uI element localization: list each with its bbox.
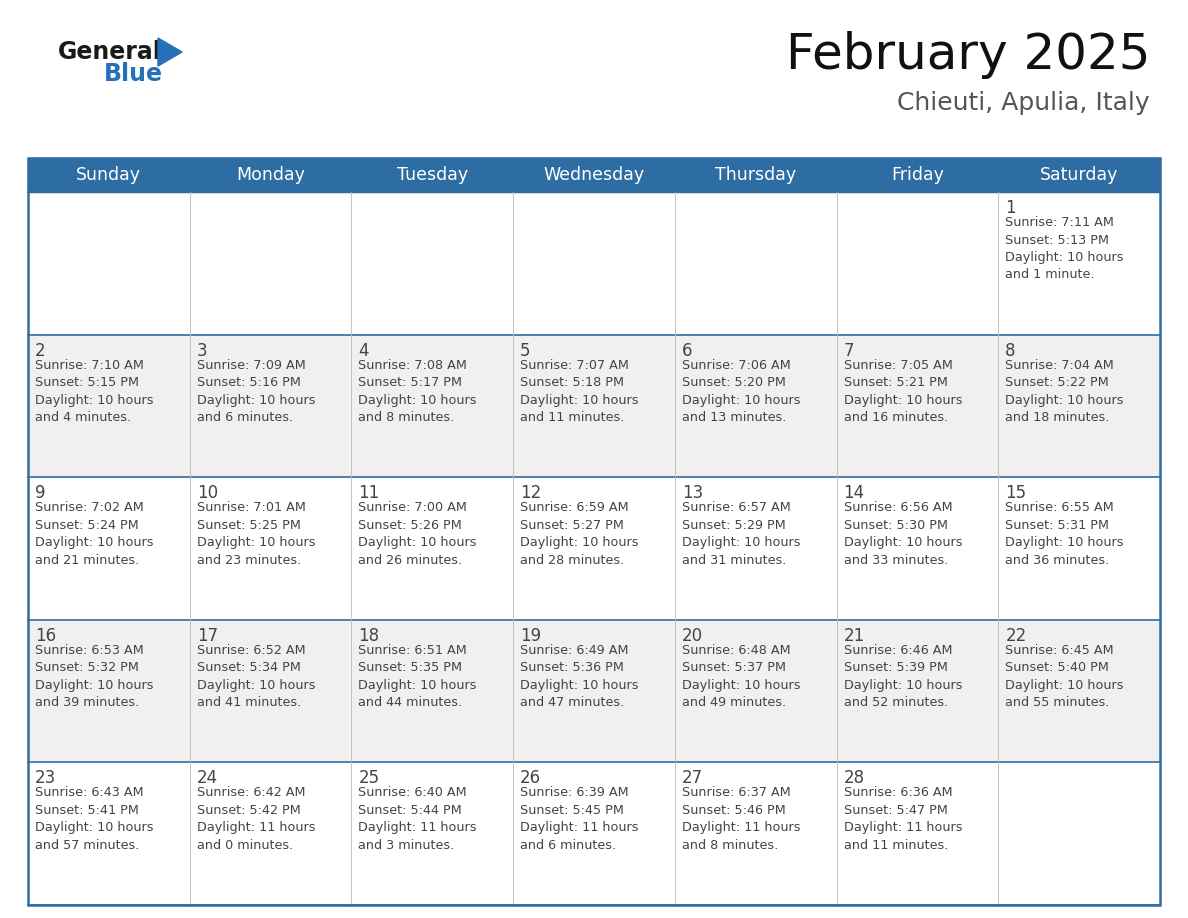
Text: 28: 28 xyxy=(843,769,865,788)
Text: Sunrise: 7:08 AM
Sunset: 5:17 PM
Daylight: 10 hours
and 8 minutes.: Sunrise: 7:08 AM Sunset: 5:17 PM Dayligh… xyxy=(359,359,476,424)
Text: Sunrise: 7:02 AM
Sunset: 5:24 PM
Daylight: 10 hours
and 21 minutes.: Sunrise: 7:02 AM Sunset: 5:24 PM Dayligh… xyxy=(34,501,153,566)
Text: Sunrise: 6:37 AM
Sunset: 5:46 PM
Daylight: 11 hours
and 8 minutes.: Sunrise: 6:37 AM Sunset: 5:46 PM Dayligh… xyxy=(682,787,801,852)
Text: Sunrise: 7:06 AM
Sunset: 5:20 PM
Daylight: 10 hours
and 13 minutes.: Sunrise: 7:06 AM Sunset: 5:20 PM Dayligh… xyxy=(682,359,801,424)
Text: 5: 5 xyxy=(520,341,531,360)
Text: 9: 9 xyxy=(34,484,45,502)
Text: Sunrise: 7:10 AM
Sunset: 5:15 PM
Daylight: 10 hours
and 4 minutes.: Sunrise: 7:10 AM Sunset: 5:15 PM Dayligh… xyxy=(34,359,153,424)
Text: 23: 23 xyxy=(34,769,56,788)
Text: 27: 27 xyxy=(682,769,703,788)
Text: 25: 25 xyxy=(359,769,379,788)
Text: Sunrise: 7:01 AM
Sunset: 5:25 PM
Daylight: 10 hours
and 23 minutes.: Sunrise: 7:01 AM Sunset: 5:25 PM Dayligh… xyxy=(197,501,315,566)
Text: 11: 11 xyxy=(359,484,380,502)
Bar xyxy=(29,620,1159,763)
Text: Sunday: Sunday xyxy=(76,166,141,184)
Text: Sunrise: 7:00 AM
Sunset: 5:26 PM
Daylight: 10 hours
and 26 minutes.: Sunrise: 7:00 AM Sunset: 5:26 PM Dayligh… xyxy=(359,501,476,566)
Text: 3: 3 xyxy=(197,341,208,360)
Text: 6: 6 xyxy=(682,341,693,360)
Text: Sunrise: 6:53 AM
Sunset: 5:32 PM
Daylight: 10 hours
and 39 minutes.: Sunrise: 6:53 AM Sunset: 5:32 PM Dayligh… xyxy=(34,644,153,710)
Text: Sunrise: 7:05 AM
Sunset: 5:21 PM
Daylight: 10 hours
and 16 minutes.: Sunrise: 7:05 AM Sunset: 5:21 PM Dayligh… xyxy=(843,359,962,424)
Bar xyxy=(29,158,1159,905)
Text: Wednesday: Wednesday xyxy=(543,166,645,184)
Bar xyxy=(29,763,1159,905)
Text: 4: 4 xyxy=(359,341,369,360)
Text: Sunrise: 6:51 AM
Sunset: 5:35 PM
Daylight: 10 hours
and 44 minutes.: Sunrise: 6:51 AM Sunset: 5:35 PM Dayligh… xyxy=(359,644,476,710)
Text: Sunrise: 7:04 AM
Sunset: 5:22 PM
Daylight: 10 hours
and 18 minutes.: Sunrise: 7:04 AM Sunset: 5:22 PM Dayligh… xyxy=(1005,359,1124,424)
Text: Sunrise: 6:43 AM
Sunset: 5:41 PM
Daylight: 10 hours
and 57 minutes.: Sunrise: 6:43 AM Sunset: 5:41 PM Dayligh… xyxy=(34,787,153,852)
Text: Sunrise: 6:36 AM
Sunset: 5:47 PM
Daylight: 11 hours
and 11 minutes.: Sunrise: 6:36 AM Sunset: 5:47 PM Dayligh… xyxy=(843,787,962,852)
Text: Sunrise: 6:56 AM
Sunset: 5:30 PM
Daylight: 10 hours
and 33 minutes.: Sunrise: 6:56 AM Sunset: 5:30 PM Dayligh… xyxy=(843,501,962,566)
Text: 24: 24 xyxy=(197,769,217,788)
Text: Sunrise: 6:45 AM
Sunset: 5:40 PM
Daylight: 10 hours
and 55 minutes.: Sunrise: 6:45 AM Sunset: 5:40 PM Dayligh… xyxy=(1005,644,1124,710)
Text: Sunrise: 6:57 AM
Sunset: 5:29 PM
Daylight: 10 hours
and 31 minutes.: Sunrise: 6:57 AM Sunset: 5:29 PM Dayligh… xyxy=(682,501,801,566)
Text: Blue: Blue xyxy=(105,62,163,86)
Text: Sunrise: 6:52 AM
Sunset: 5:34 PM
Daylight: 10 hours
and 41 minutes.: Sunrise: 6:52 AM Sunset: 5:34 PM Dayligh… xyxy=(197,644,315,710)
Text: 26: 26 xyxy=(520,769,542,788)
Text: 15: 15 xyxy=(1005,484,1026,502)
Text: 12: 12 xyxy=(520,484,542,502)
Bar xyxy=(29,158,1159,192)
Text: Sunrise: 6:59 AM
Sunset: 5:27 PM
Daylight: 10 hours
and 28 minutes.: Sunrise: 6:59 AM Sunset: 5:27 PM Dayligh… xyxy=(520,501,639,566)
Text: 10: 10 xyxy=(197,484,217,502)
Text: Sunrise: 6:49 AM
Sunset: 5:36 PM
Daylight: 10 hours
and 47 minutes.: Sunrise: 6:49 AM Sunset: 5:36 PM Dayligh… xyxy=(520,644,639,710)
Text: Sunrise: 6:40 AM
Sunset: 5:44 PM
Daylight: 11 hours
and 3 minutes.: Sunrise: 6:40 AM Sunset: 5:44 PM Dayligh… xyxy=(359,787,476,852)
Bar xyxy=(29,334,1159,477)
Text: 21: 21 xyxy=(843,627,865,644)
Text: 14: 14 xyxy=(843,484,865,502)
Text: Chieuti, Apulia, Italy: Chieuti, Apulia, Italy xyxy=(897,91,1150,115)
Text: Sunrise: 6:46 AM
Sunset: 5:39 PM
Daylight: 10 hours
and 52 minutes.: Sunrise: 6:46 AM Sunset: 5:39 PM Dayligh… xyxy=(843,644,962,710)
Text: Tuesday: Tuesday xyxy=(397,166,468,184)
Text: Sunrise: 7:07 AM
Sunset: 5:18 PM
Daylight: 10 hours
and 11 minutes.: Sunrise: 7:07 AM Sunset: 5:18 PM Dayligh… xyxy=(520,359,639,424)
Text: 20: 20 xyxy=(682,627,703,644)
Text: Sunrise: 7:09 AM
Sunset: 5:16 PM
Daylight: 10 hours
and 6 minutes.: Sunrise: 7:09 AM Sunset: 5:16 PM Dayligh… xyxy=(197,359,315,424)
Polygon shape xyxy=(158,38,182,66)
Text: General: General xyxy=(58,40,162,64)
Text: 13: 13 xyxy=(682,484,703,502)
Text: 17: 17 xyxy=(197,627,217,644)
Text: Sunrise: 6:39 AM
Sunset: 5:45 PM
Daylight: 11 hours
and 6 minutes.: Sunrise: 6:39 AM Sunset: 5:45 PM Dayligh… xyxy=(520,787,639,852)
Text: 1: 1 xyxy=(1005,199,1016,217)
Text: 8: 8 xyxy=(1005,341,1016,360)
Text: Saturday: Saturday xyxy=(1040,166,1118,184)
Text: 2: 2 xyxy=(34,341,45,360)
Text: Friday: Friday xyxy=(891,166,944,184)
Text: 16: 16 xyxy=(34,627,56,644)
Text: February 2025: February 2025 xyxy=(785,31,1150,79)
Bar xyxy=(29,192,1159,334)
Text: 7: 7 xyxy=(843,341,854,360)
Text: 19: 19 xyxy=(520,627,542,644)
Bar xyxy=(29,477,1159,620)
Text: Sunrise: 6:55 AM
Sunset: 5:31 PM
Daylight: 10 hours
and 36 minutes.: Sunrise: 6:55 AM Sunset: 5:31 PM Dayligh… xyxy=(1005,501,1124,566)
Text: 18: 18 xyxy=(359,627,379,644)
Text: 22: 22 xyxy=(1005,627,1026,644)
Text: Monday: Monday xyxy=(236,166,305,184)
Text: Thursday: Thursday xyxy=(715,166,796,184)
Text: Sunrise: 7:11 AM
Sunset: 5:13 PM
Daylight: 10 hours
and 1 minute.: Sunrise: 7:11 AM Sunset: 5:13 PM Dayligh… xyxy=(1005,216,1124,282)
Text: Sunrise: 6:42 AM
Sunset: 5:42 PM
Daylight: 11 hours
and 0 minutes.: Sunrise: 6:42 AM Sunset: 5:42 PM Dayligh… xyxy=(197,787,315,852)
Text: Sunrise: 6:48 AM
Sunset: 5:37 PM
Daylight: 10 hours
and 49 minutes.: Sunrise: 6:48 AM Sunset: 5:37 PM Dayligh… xyxy=(682,644,801,710)
